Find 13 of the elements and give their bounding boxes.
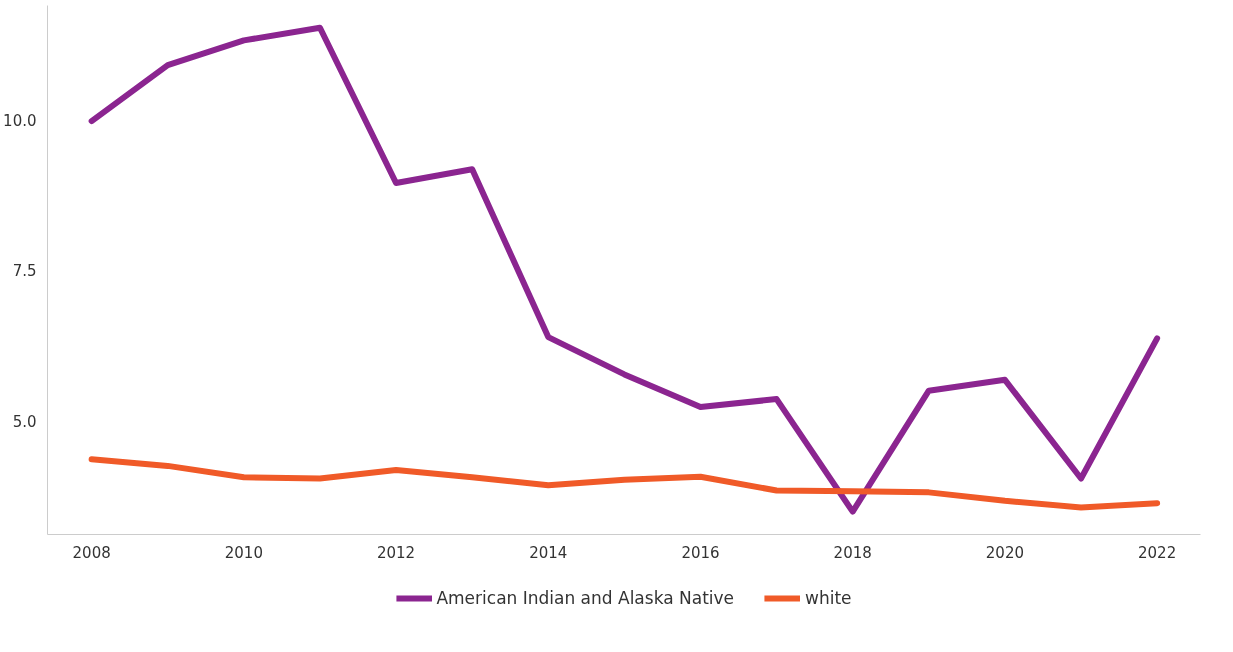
x-tick-label: 2020: [985, 543, 1025, 562]
legend-label: American Indian and Alaska Native: [436, 587, 735, 608]
legend-label: white: [805, 587, 852, 608]
y-tick-label: 7.5: [12, 262, 37, 281]
x-tick-label: 2012: [376, 543, 416, 562]
x-tick-label: 2022: [1138, 543, 1177, 562]
y-tick-label: 10.0: [3, 111, 37, 130]
x-tick-label: 2016: [681, 543, 720, 562]
x-tick-label: 2018: [833, 543, 872, 562]
y-tick-label: 5.0: [12, 412, 37, 431]
x-tick-label: 2014: [529, 543, 568, 562]
x-tick-label: 2010: [224, 543, 263, 562]
x-tick-label: 2008: [72, 543, 111, 562]
